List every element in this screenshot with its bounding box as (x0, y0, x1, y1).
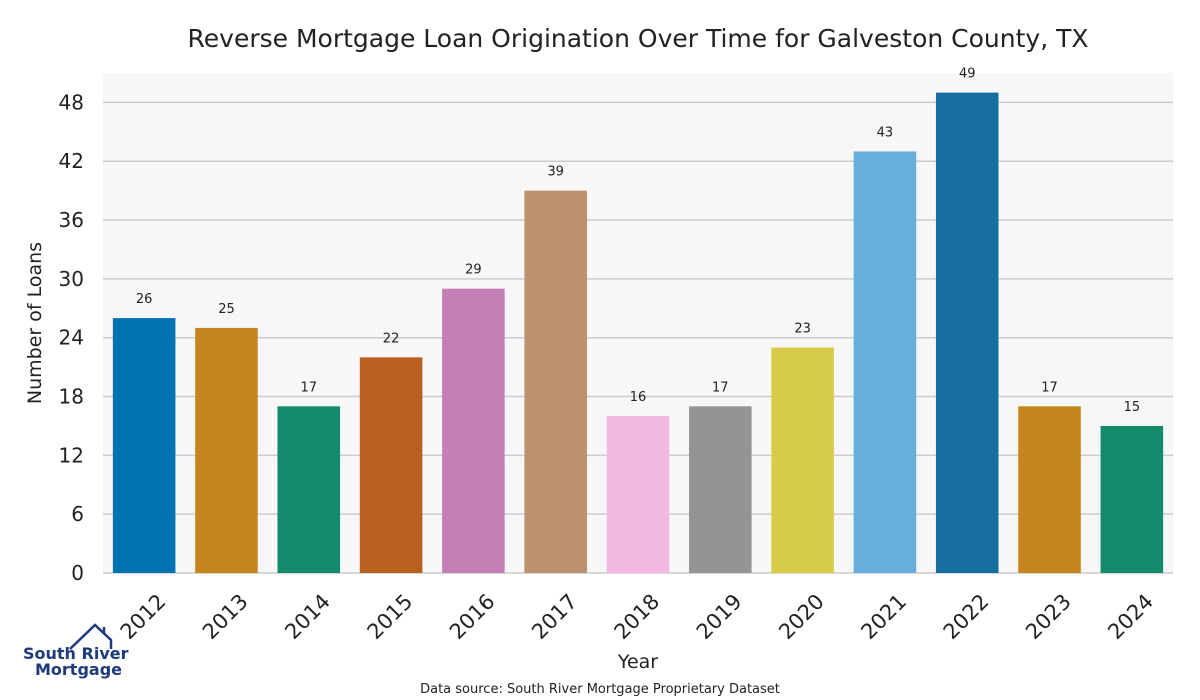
data-label-2013: 25 (218, 302, 235, 317)
source-note: Data source: South River Mortgage Propri… (420, 682, 780, 697)
y-tick-label: 18 (59, 385, 84, 409)
data-labels: 26 25 17 22 29 39 16 17 23 43 49 17 15 (136, 67, 1140, 415)
bar-2016 (442, 288, 505, 573)
bar-2017 (524, 190, 587, 573)
bar-2022 (935, 92, 999, 573)
x-tick-label-2016: 2016 (445, 589, 500, 644)
bar-2024 (1100, 425, 1164, 573)
logo-line-1: South River (23, 644, 129, 663)
y-tick-label: 0 (71, 561, 84, 585)
y-tick-label: 42 (59, 149, 84, 173)
data-label-2014: 17 (300, 380, 317, 395)
y-tick-label: 24 (59, 326, 84, 350)
bar-2018 (606, 416, 670, 573)
y-tick-label: 12 (59, 443, 84, 467)
x-tick-label-2021: 2021 (856, 589, 911, 644)
x-tick-label-2015: 2015 (363, 589, 418, 644)
x-tick-label-2023: 2023 (1021, 589, 1076, 644)
bar-2023 (1018, 406, 1081, 573)
chart-title: Reverse Mortgage Loan Origination Over T… (188, 24, 1089, 53)
bar-2021 (853, 151, 917, 573)
data-label-2019: 17 (712, 380, 729, 395)
y-tick-label: 48 (59, 90, 84, 114)
x-axis-label: Year (617, 651, 658, 673)
data-label-2024: 15 (1124, 400, 1141, 415)
x-axis-ticks: 2012 2013 2014 2015 2016 2017 2018 2019 2020 2021… (116, 589, 1158, 644)
data-label-2016: 29 (465, 263, 482, 278)
y-axis-label: Number of Loans (24, 242, 46, 404)
data-label-2018: 16 (630, 390, 647, 405)
x-tick-label-2012: 2012 (116, 589, 171, 644)
x-tick-label-2024: 2024 (1103, 589, 1158, 644)
bars (112, 92, 1164, 573)
logo: South River Mortgage (23, 623, 129, 679)
y-tick-label: 30 (59, 267, 84, 291)
data-label-2021: 43 (877, 125, 894, 140)
house-icon (69, 623, 113, 650)
logo-line-2: Mortgage (35, 660, 122, 679)
x-tick-label-2022: 2022 (939, 589, 994, 644)
bar-2013 (195, 327, 258, 573)
x-tick-label-2019: 2019 (692, 589, 747, 644)
x-tick-label-2017: 2017 (527, 589, 582, 644)
x-tick-label-2018: 2018 (610, 589, 665, 644)
bar-2015 (359, 357, 423, 573)
y-tick-label: 36 (59, 208, 84, 232)
y-axis-ticks: 0 6 12 18 24 30 36 42 48 (59, 90, 84, 585)
x-tick-label-2013: 2013 (198, 589, 253, 644)
data-label-2020: 23 (794, 322, 811, 337)
y-tick-label: 6 (71, 502, 84, 526)
data-label-2023: 17 (1041, 380, 1058, 395)
data-label-2012: 26 (136, 292, 153, 307)
data-label-2022: 49 (959, 67, 976, 82)
bar-2014 (277, 406, 341, 573)
bar-2019 (689, 406, 752, 573)
x-tick-label-2020: 2020 (774, 589, 829, 644)
data-label-2015: 22 (383, 331, 400, 346)
x-tick-label-2014: 2014 (280, 589, 335, 644)
bar-2012 (112, 318, 176, 573)
data-label-2017: 39 (547, 165, 564, 180)
bar-2020 (771, 347, 834, 573)
